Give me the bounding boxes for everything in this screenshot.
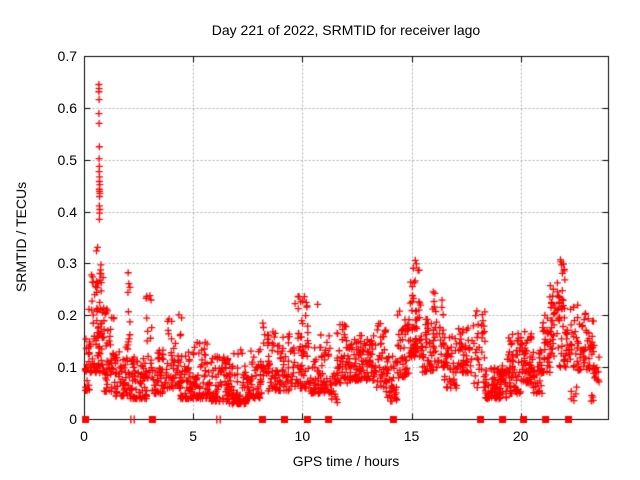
y-tick-label: 0.6 [57, 99, 77, 116]
y-axis-label-text: SRMTID / TECUs [13, 181, 29, 293]
x-tick-label: 5 [189, 428, 198, 444]
y-tick-label: 0.5 [57, 151, 77, 168]
y-tick-label: 0.7 [57, 48, 77, 64]
y-tick-label: 0.3 [57, 255, 77, 272]
y-tick-label: 0 [69, 411, 77, 427]
chart-title: Day 221 of 2022, SRMTID for receiver lag… [211, 22, 481, 38]
x-axis-label: GPS time / hours [292, 453, 400, 469]
x-tick-label: 10 [294, 428, 311, 444]
y-tick-label: 0.1 [57, 359, 77, 376]
x-tick-label: 20 [512, 428, 529, 444]
x-tick-label: 0 [80, 428, 88, 444]
y-tick-label: 0.4 [57, 203, 77, 220]
y-tick-label: 0.2 [57, 307, 77, 324]
x-tick-label: 15 [403, 428, 420, 444]
